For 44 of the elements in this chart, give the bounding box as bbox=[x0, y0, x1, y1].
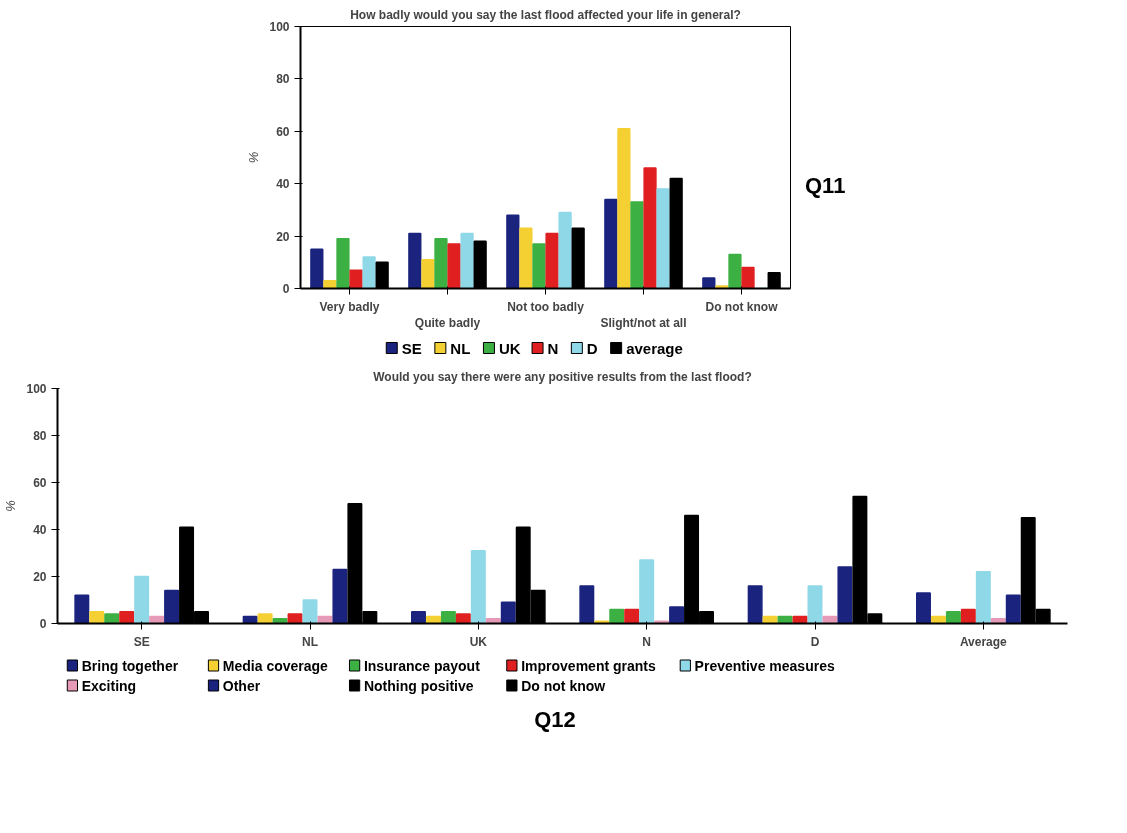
text: Q11 bbox=[805, 172, 846, 200]
legend-label: Bring together bbox=[81, 657, 179, 674]
x-tick-label: Very badly bbox=[319, 299, 380, 314]
x-tick-label: D bbox=[810, 634, 820, 649]
legend-label: N bbox=[547, 339, 559, 357]
legend-label: NL bbox=[450, 339, 471, 357]
legend-label: UK bbox=[498, 339, 521, 357]
y-tick-label: 0 bbox=[39, 617, 47, 631]
y-tick-label: 60 bbox=[276, 124, 290, 139]
legend-label: SE bbox=[401, 339, 422, 357]
legend-label: D bbox=[586, 339, 598, 357]
y-axis-title: % bbox=[246, 151, 262, 164]
y-tick-label: 80 bbox=[276, 72, 290, 87]
legend-label: Exciting bbox=[81, 677, 137, 694]
legend-label: Nothing positive bbox=[363, 677, 474, 694]
x-tick-label: Quite badly bbox=[414, 316, 481, 331]
y-tick-label: 40 bbox=[276, 177, 290, 192]
legend-label: Improvement grants bbox=[521, 657, 656, 674]
legend-label: average bbox=[626, 339, 683, 357]
y-tick-label: 80 bbox=[33, 429, 47, 443]
y-tick-label: 100 bbox=[26, 382, 47, 396]
legend-label: Media coverage bbox=[222, 657, 329, 674]
x-tick-label: UK bbox=[469, 634, 488, 649]
text: Q12 bbox=[534, 706, 576, 734]
x-tick-label: NL bbox=[302, 634, 318, 649]
y-tick-label: 100 bbox=[269, 20, 290, 34]
y-tick-label: 40 bbox=[33, 523, 47, 537]
y-tick-label: 20 bbox=[33, 570, 47, 584]
x-tick-label: Slight/not at all bbox=[600, 316, 687, 331]
chart-title: How badly would you say the last flood affected your life in general? bbox=[350, 7, 741, 22]
x-tick-label: Do not know bbox=[705, 299, 779, 314]
legend-label: Preventive measures bbox=[694, 657, 835, 674]
chart-title: Would you say there were any positive results from the last flood? bbox=[373, 369, 752, 384]
y-tick-label: 60 bbox=[33, 476, 47, 490]
x-tick-label: Not too badly bbox=[507, 299, 585, 314]
x-tick-label: SE bbox=[133, 634, 150, 649]
legend-label: Other bbox=[222, 677, 261, 694]
y-tick-label: 0 bbox=[282, 282, 290, 296]
legend-label: Do not know bbox=[521, 677, 606, 694]
y-tick-label: 20 bbox=[276, 229, 290, 244]
x-tick-label: Average bbox=[959, 634, 1008, 649]
y-axis-title: % bbox=[3, 500, 19, 512]
x-tick-label: N bbox=[642, 634, 652, 649]
legend-label: Insurance payout bbox=[363, 657, 481, 674]
